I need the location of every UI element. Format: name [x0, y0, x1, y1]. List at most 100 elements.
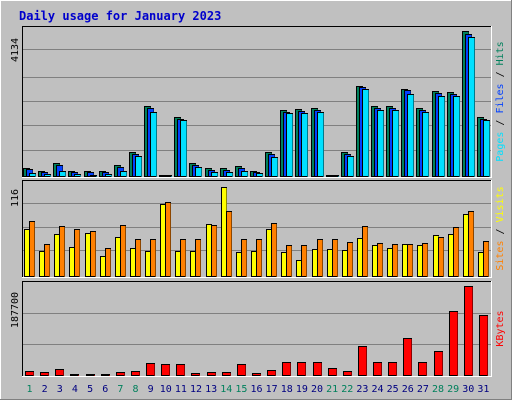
bar-sites-day-7	[120, 225, 126, 277]
bar-kbytes-day-12	[191, 373, 200, 376]
x-tick-label-day-19: 19	[296, 384, 308, 395]
bar-sites-day-8	[135, 239, 141, 277]
x-tick-label-day-25: 25	[387, 384, 399, 395]
bar-sites-day-19	[301, 245, 307, 277]
bar-visits-day-10	[160, 204, 166, 277]
bar-kbytes-day-1	[25, 371, 34, 376]
bar-pages-day-25	[392, 110, 399, 177]
bar-visits-day-26	[402, 244, 408, 277]
bar-kbytes-day-28	[434, 351, 443, 376]
x-tick-label-day-18: 18	[281, 384, 293, 395]
bar-pages-day-19	[301, 113, 308, 177]
bar-kbytes-day-6	[101, 374, 110, 376]
bar-visits-day-27	[417, 245, 423, 277]
bar-sites-day-17	[271, 223, 277, 277]
bar-sites-day-20	[317, 239, 323, 277]
x-tick-label-day-3: 3	[57, 384, 63, 395]
bar-sites-day-2	[44, 244, 50, 277]
x-axis-tick-labels: 1 2 3 4 5 6 7 8 9 10 11 12 13 14 15 16 17 18 19 20 21 22 23 24 2…	[27, 384, 490, 395]
bar-sites-day-14	[226, 211, 232, 277]
bar-pages-day-7	[120, 171, 127, 177]
x-tick-label-day-14: 14	[220, 384, 232, 395]
bar-sites-day-31	[483, 241, 489, 277]
bar-visits-day-19	[296, 260, 302, 277]
x-tick-label-day-21: 21	[326, 384, 338, 395]
bar-sites-day-15	[241, 239, 247, 277]
bar-sites-day-21	[332, 239, 338, 277]
x-tick-label-day-12: 12	[190, 384, 202, 395]
legend-entry: Files	[495, 83, 506, 113]
legend: Pages / Files / Hits	[495, 41, 506, 161]
x-tick-label-day-2: 2	[42, 384, 48, 395]
bar-visits-day-13	[206, 224, 212, 277]
bar-visits-day-31	[478, 252, 484, 277]
bar-pages-day-3	[59, 171, 66, 177]
x-tick-label-day-6: 6	[102, 384, 108, 395]
plot-area	[22, 281, 491, 376]
bar-visits-day-3	[54, 234, 60, 277]
bar-visits-day-23	[357, 238, 363, 277]
bar-sites-day-29	[453, 227, 459, 277]
bar-kbytes-day-26	[403, 338, 412, 376]
bar-kbytes-day-7	[116, 372, 125, 376]
legend: KBytes	[495, 310, 506, 346]
bar-kbytes-day-16	[252, 373, 261, 376]
bar-visits-day-20	[312, 249, 318, 277]
bar-kbytes-day-8	[131, 371, 140, 376]
bar-sites-day-11	[180, 239, 186, 277]
x-tick-label-day-1: 1	[27, 384, 33, 395]
bar-visits-day-1	[24, 229, 30, 277]
bar-sites-day-28	[438, 237, 444, 277]
bar-sites-day-1	[29, 221, 35, 277]
legend-entry: Sites	[495, 241, 506, 271]
bar-pages-day-27	[422, 112, 429, 177]
bar-pages-day-6	[105, 174, 112, 177]
panel-kbytes: 187700 KBytes	[10, 281, 506, 377]
bar-pages-day-23	[362, 89, 369, 177]
bar-pages-day-26	[407, 94, 414, 177]
bar-pages-day-17	[271, 157, 278, 177]
x-tick-label-day-8: 8	[132, 384, 138, 395]
x-tick-label-day-16: 16	[250, 384, 262, 395]
bar-visits-day-2	[39, 251, 45, 277]
legend-separator: /	[495, 222, 506, 240]
panel-hits-files-pages: 4134 Pages / Files / Hits	[10, 26, 506, 178]
bar-pages-day-31	[483, 120, 490, 177]
x-tick-label-day-29: 29	[447, 384, 459, 395]
y-max-label: 116	[10, 189, 21, 207]
x-tick-label-day-24: 24	[372, 384, 384, 395]
bar-kbytes-day-27	[418, 362, 427, 376]
bar-visits-day-7	[115, 237, 121, 277]
x-tick-label-day-23: 23	[356, 384, 368, 395]
bar-sites-day-13	[211, 225, 217, 277]
legend-entry: Visits	[495, 186, 506, 222]
bar-sites-day-9	[150, 239, 156, 277]
bar-pages-day-18	[286, 113, 293, 177]
x-tick-label-day-11: 11	[175, 384, 187, 395]
bar-pages-day-2	[44, 174, 51, 177]
bar-pages-day-8	[135, 156, 142, 177]
bar-sites-day-23	[362, 226, 368, 277]
x-tick-label-day-27: 27	[417, 384, 429, 395]
legend: Sites / Visits	[495, 186, 506, 270]
bar-sites-day-22	[347, 242, 353, 277]
bar-kbytes-day-14	[222, 372, 231, 376]
bar-kbytes-day-10	[161, 364, 170, 376]
x-tick-label-day-9: 9	[148, 384, 154, 395]
bar-sites-day-16	[256, 239, 262, 277]
chart-panels: 4134 Pages / Files / Hits 116 Sites / Visit…	[10, 26, 506, 377]
bar-sites-day-12	[195, 239, 201, 277]
bar-pages-day-24	[377, 110, 384, 177]
bar-kbytes-day-22	[343, 371, 352, 376]
bar-sites-day-5	[90, 231, 96, 277]
chart-title: Daily usage for January 2023	[19, 9, 221, 23]
x-tick-label-day-26: 26	[402, 384, 414, 395]
bar-pages-day-13	[211, 172, 218, 177]
x-tick-label-day-7: 7	[117, 384, 123, 395]
bar-pages-day-10	[165, 175, 172, 177]
bar-pages-day-16	[256, 173, 263, 177]
bar-pages-day-9	[150, 112, 157, 177]
bar-visits-day-9	[145, 251, 151, 277]
bar-pages-day-22	[347, 156, 354, 177]
bar-kbytes-day-15	[237, 364, 246, 376]
